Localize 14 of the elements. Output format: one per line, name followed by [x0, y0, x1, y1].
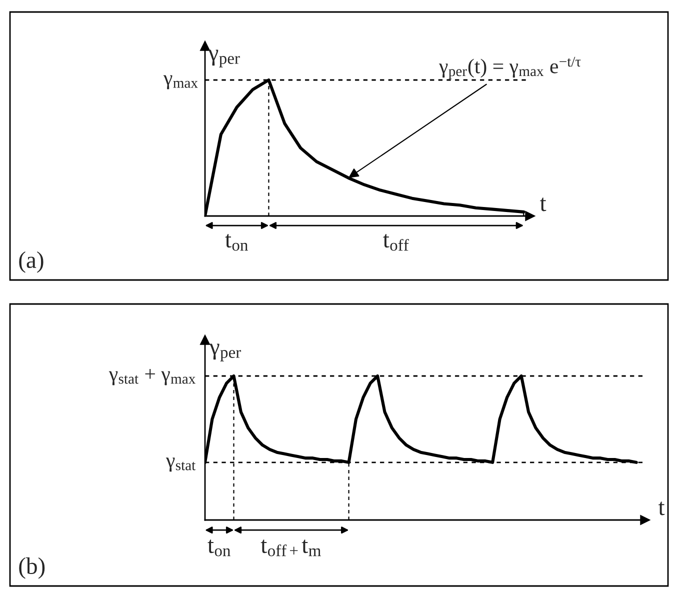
text: t$_{off}$	[383, 234, 409, 251]
ref-line-label: γ$_{stat}$ + γ$_{max}$	[108, 368, 196, 386]
text: t$_{on}$	[225, 234, 248, 251]
text: t$_{off+}$t$_{m}$	[260, 540, 321, 556]
ref-line-label: γ$_{max}$	[163, 75, 198, 90]
y-axis-title: γ$_{per}$	[209, 344, 241, 362]
ref-line-label: γ$_{stat}$	[166, 458, 196, 472]
text: t$_{on}$	[208, 540, 230, 556]
y-axis-title: γ$_{per}$	[208, 50, 240, 68]
text: (a)	[19, 251, 44, 273]
x-axis-title: t	[540, 198, 546, 212]
x-axis-title: t	[658, 502, 665, 516]
text: (b)	[19, 557, 45, 579]
text: γ$_{per}$(t) = γ$_{max}$ e$^{−t/τ}$	[438, 56, 581, 80]
